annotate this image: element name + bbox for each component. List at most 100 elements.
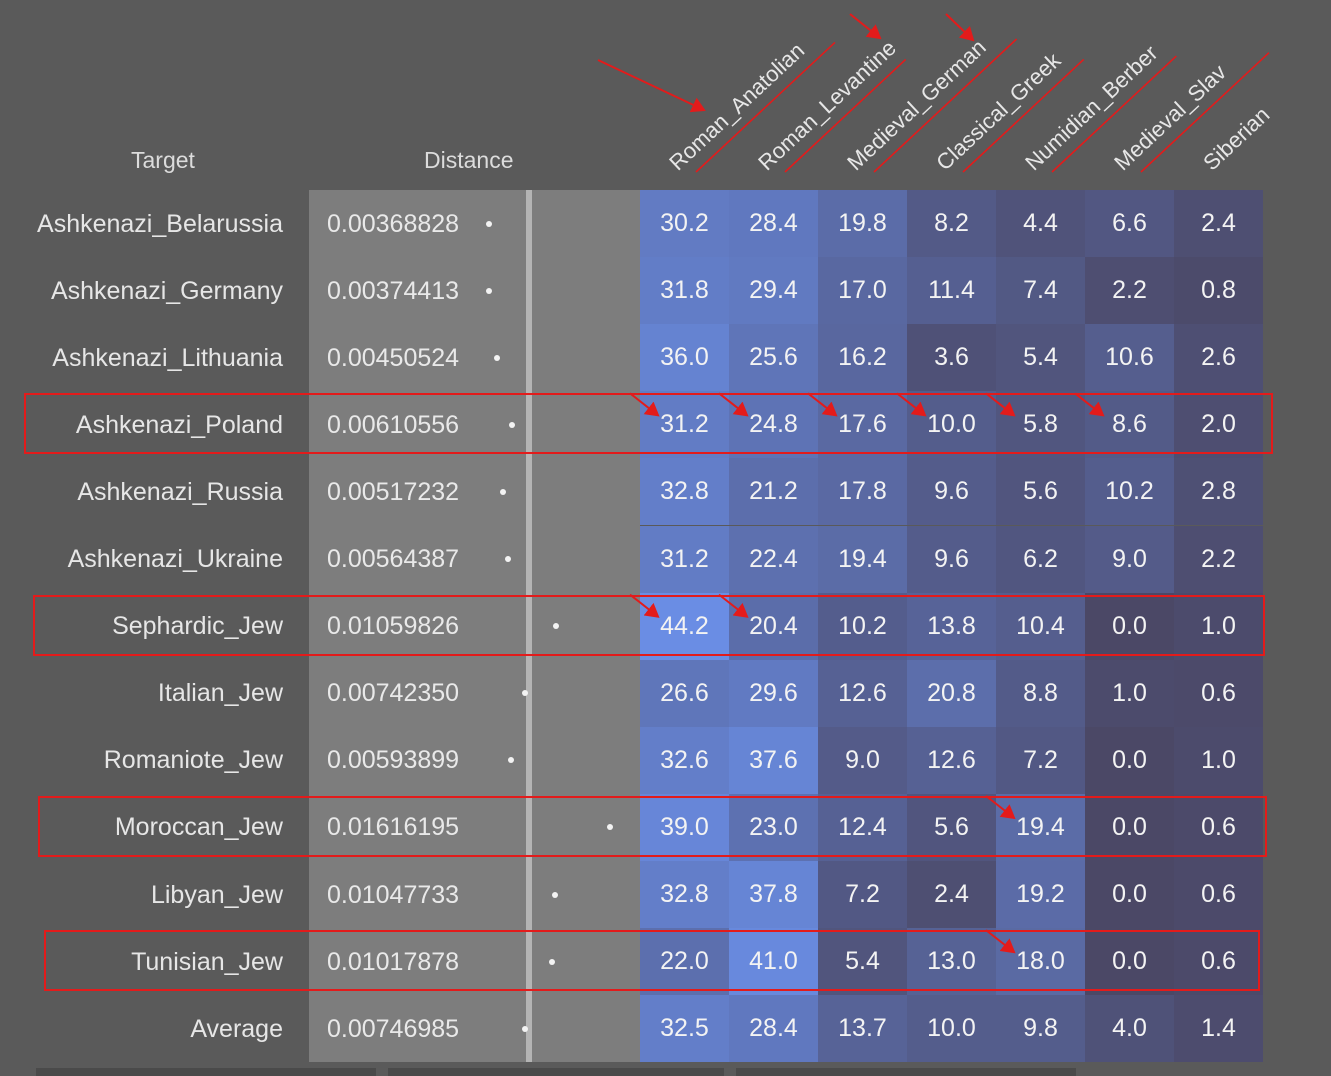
heatmap-cell: 5.4 <box>996 324 1085 392</box>
heatmap-cell: 13.8 <box>907 592 996 660</box>
heatmap-cell: 4.0 <box>1085 995 1174 1063</box>
distance-dot <box>522 1025 529 1032</box>
distance-value: 0.00742350 <box>327 679 460 708</box>
header-underline <box>784 58 907 173</box>
heatmap-cell: 0.0 <box>1085 928 1174 996</box>
row-label: Sephardic_Jew <box>112 612 283 641</box>
heatmap-cell: 32.6 <box>640 726 729 794</box>
header-underline <box>962 58 1085 173</box>
distance-value: 0.00593899 <box>327 746 460 775</box>
distance-value: 0.00374413 <box>327 276 460 305</box>
heatmap-cell: 7.2 <box>818 861 907 929</box>
highlight-box <box>24 393 1273 455</box>
heatmap-cell: 13.7 <box>818 995 907 1063</box>
distance-dot <box>606 824 613 831</box>
cell-arrow <box>985 929 1016 954</box>
distance-value: 0.00517232 <box>327 477 460 506</box>
distance-value: 0.00746985 <box>327 1014 460 1043</box>
distance-value: 0.01017878 <box>327 947 460 976</box>
row-label: Ashkenazi_Belarussia <box>37 209 283 238</box>
heatmap-cell: 1.0 <box>1174 592 1263 660</box>
heatmap-cell: 16.2 <box>818 324 907 392</box>
distance-value: 0.01616195 <box>327 813 460 842</box>
heatmap-cell: 2.2 <box>1085 257 1174 325</box>
highlight-box <box>33 594 1265 656</box>
cell-arrow <box>629 593 660 618</box>
cell-arrow <box>807 392 838 417</box>
row-label: Ashkenazi_Lithuania <box>52 343 283 372</box>
heatmap-cell: 26.6 <box>640 659 729 727</box>
heatmap-cell: 9.0 <box>818 726 907 794</box>
heatmap-cell: 0.0 <box>1085 726 1174 794</box>
heatmap-cell: 9.6 <box>907 525 996 593</box>
distance-value: 0.00610556 <box>327 410 460 439</box>
cell-arrow <box>896 392 927 417</box>
heatmap-cell: 0.0 <box>1085 793 1174 861</box>
distance-dot <box>507 757 514 764</box>
heatmap-cell: 7.4 <box>996 257 1085 325</box>
heatmap-cell: 10.6 <box>1085 324 1174 392</box>
heatmap-cell: 24.8 <box>729 391 818 459</box>
cell-arrow <box>1074 392 1105 417</box>
heatmap-cell: 12.4 <box>818 793 907 861</box>
heatmap-cell: 1.4 <box>1174 995 1263 1063</box>
heatmap-cell: 20.8 <box>907 659 996 727</box>
heatmap-cell: 2.0 <box>1174 391 1263 459</box>
heatmap-cell: 41.0 <box>729 928 818 996</box>
heatmap-cell: 9.0 <box>1085 525 1174 593</box>
heatmap-cell: 1.0 <box>1174 726 1263 794</box>
heatmap-cell: 31.2 <box>640 525 729 593</box>
heatmap-cell: 32.8 <box>640 861 729 929</box>
row-label: Average <box>190 1014 283 1043</box>
target-header: Target <box>131 147 195 173</box>
heatmap-cell: 11.4 <box>907 257 996 325</box>
distance-panel <box>309 190 640 1062</box>
heatmap-cell: 0.8 <box>1174 257 1263 325</box>
heatmap-cell: 17.0 <box>818 257 907 325</box>
heatmap-cell: 2.4 <box>1174 190 1263 258</box>
heatmap-cell: 5.4 <box>818 928 907 996</box>
distance-value: 0.00450524 <box>327 343 460 372</box>
row-label: Tunisian_Jew <box>131 947 283 976</box>
row-label: Ashkenazi_Russia <box>77 477 283 506</box>
heatmap-cell: 29.4 <box>729 257 818 325</box>
heatmap-cell: 7.2 <box>996 726 1085 794</box>
heatmap-cell: 22.4 <box>729 525 818 593</box>
distance-value: 0.01059826 <box>327 612 460 641</box>
heatmap-cell: 13.0 <box>907 928 996 996</box>
cell-arrow <box>985 795 1016 820</box>
row-label: Italian_Jew <box>157 679 283 708</box>
distance-dot <box>504 556 511 563</box>
header-arrow <box>945 13 975 42</box>
heatmap-cell: 32.8 <box>640 458 729 526</box>
heatmap-cell: 9.6 <box>907 458 996 526</box>
header-underline <box>1051 55 1177 173</box>
row-label: Moroccan_Jew <box>114 813 283 842</box>
cell-arrow <box>718 593 749 618</box>
row-label: Libyan_Jew <box>150 880 283 909</box>
row-label: Ashkenazi_Ukraine <box>67 545 283 574</box>
header-arrow <box>597 59 706 113</box>
heatmap-cell: 2.2 <box>1174 525 1263 593</box>
distance-dot <box>493 354 500 361</box>
heatmap-cell: 10.2 <box>818 592 907 660</box>
heatmap-cell: 39.0 <box>640 793 729 861</box>
heatmap-cell: 19.2 <box>996 861 1085 929</box>
header-arrow <box>849 13 882 40</box>
distance-value: 0.01047733 <box>327 880 460 909</box>
row-label: Romaniote_Jew <box>103 746 283 775</box>
heatmap-cell: 19.8 <box>818 190 907 258</box>
header-underline <box>1140 52 1270 173</box>
distance-dot <box>552 623 559 630</box>
distance-dot <box>522 690 529 697</box>
highlight-box <box>44 930 1260 992</box>
distance-dot <box>551 891 558 898</box>
heatmap-cell: 37.8 <box>729 861 818 929</box>
heatmap-cell: 32.5 <box>640 995 729 1063</box>
heatmap-cell: 6.2 <box>996 525 1085 593</box>
heatmap-cell: 8.2 <box>907 190 996 258</box>
distance-value: 0.00368828 <box>327 209 460 238</box>
heatmap-cell: 30.2 <box>640 190 729 258</box>
